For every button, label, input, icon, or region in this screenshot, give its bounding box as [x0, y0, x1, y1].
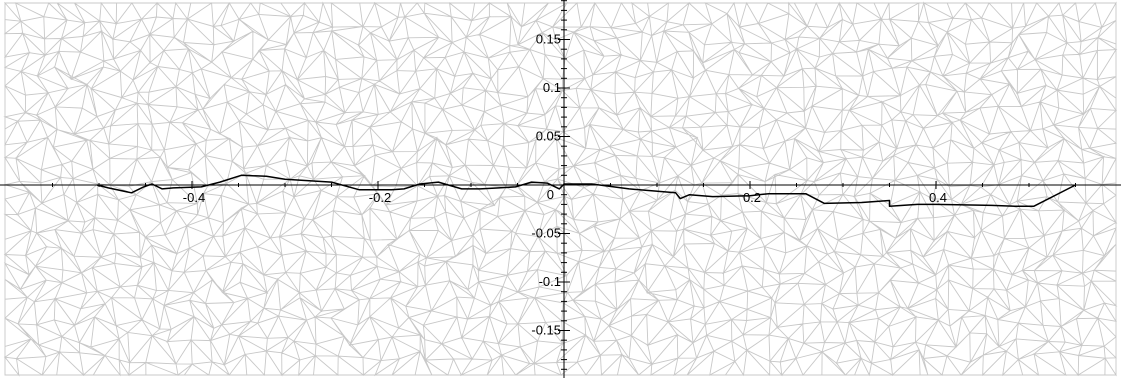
x-tick-label: -0.4 [183, 190, 205, 205]
y-tick-label: 0.1 [543, 80, 561, 95]
major-ticks [191, 39, 937, 331]
mesh-edges [3, 1, 1118, 377]
y-tick-label: -0.05 [531, 226, 561, 241]
series-group [96, 174, 1076, 208]
y-tick-label: -0.1 [539, 274, 561, 289]
y-tick-label: 0.05 [536, 129, 561, 144]
y-tick-label: -0.15 [531, 323, 561, 338]
triangular-mesh [3, 1, 1118, 377]
x-tick-label: 0.4 [929, 190, 947, 205]
series-line [96, 174, 1076, 208]
x-tick-label: -0.2 [369, 190, 391, 205]
y-tick-label: 0.15 [536, 32, 561, 47]
origin-label: 0 [547, 187, 554, 202]
x-tick-label: 0.2 [743, 190, 761, 205]
tick-labels: -0.4 -0.2 0.2 0.4 0.15 0.1 0.05 -0.05 -0.1 -0.15 0 [183, 32, 947, 338]
minor-ticks [52, 0, 1076, 370]
